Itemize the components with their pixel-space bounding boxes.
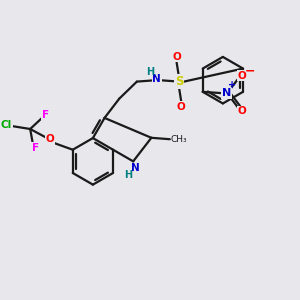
Text: F: F <box>42 110 49 120</box>
Text: O: O <box>45 134 54 145</box>
Text: O: O <box>172 52 181 61</box>
Text: H: H <box>146 67 154 77</box>
Text: O: O <box>177 102 185 112</box>
Text: F: F <box>32 143 39 153</box>
Text: +: + <box>228 80 236 90</box>
Text: N: N <box>131 164 140 173</box>
Text: CH₃: CH₃ <box>171 135 187 144</box>
Text: O: O <box>238 106 246 116</box>
Text: N: N <box>222 88 231 98</box>
Text: O: O <box>238 70 246 81</box>
Text: Cl: Cl <box>1 120 12 130</box>
Text: −: − <box>244 64 255 78</box>
Text: H: H <box>124 170 132 180</box>
Text: S: S <box>175 75 183 88</box>
Text: N: N <box>152 74 161 84</box>
